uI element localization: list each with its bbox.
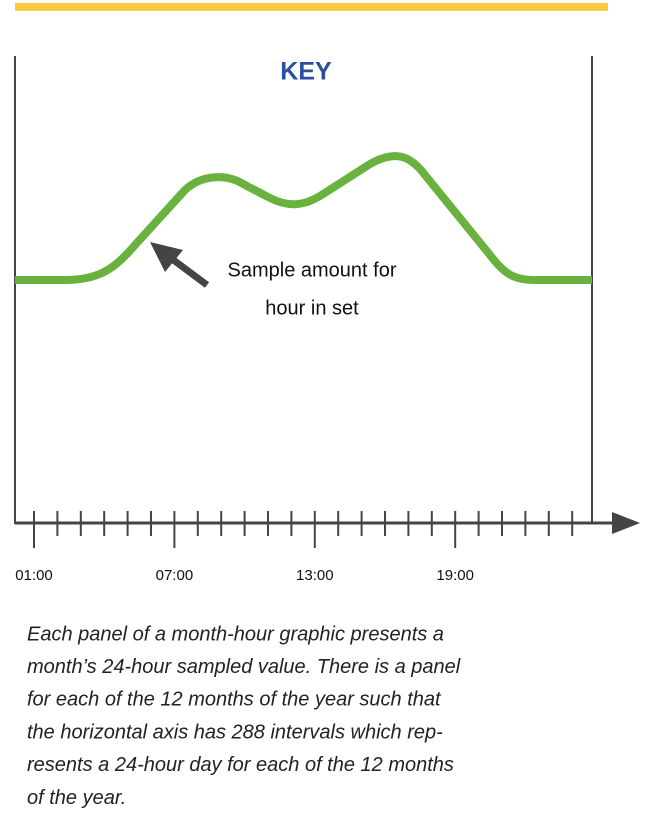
x-tick-label: 19:00 [436,567,474,584]
sample-curve [15,152,592,284]
caption: Each panel of a month-hour graphic prese… [27,623,461,809]
caption-line: month’s 24-hour sampled value. There is … [27,656,461,678]
x-tick-label: 07:00 [156,567,194,584]
caption-line: for each of the 12 months of the year su… [27,689,442,711]
axis-arrow [612,512,640,534]
arrow-shaft [165,253,210,288]
x-tick-label: 01:00 [15,567,53,584]
caption-line: the horizontal axis has 288 intervals wh… [27,721,443,743]
annotation-line: Sample amount for [228,259,397,281]
annotation-line: hour in set [265,297,359,319]
top-rule [15,3,608,11]
ticks: 01:00 07:00 13:00 19:00 [15,511,574,584]
key-title: KEY [280,58,332,86]
x-tick-label: 13:00 [296,567,334,584]
caption-line: of the year. [27,787,126,809]
arrow-head [150,242,183,272]
caption-line: Each panel of a month-hour graphic prese… [27,623,444,645]
caption-line: resents a 24-hour day for each of the 12… [27,754,454,776]
